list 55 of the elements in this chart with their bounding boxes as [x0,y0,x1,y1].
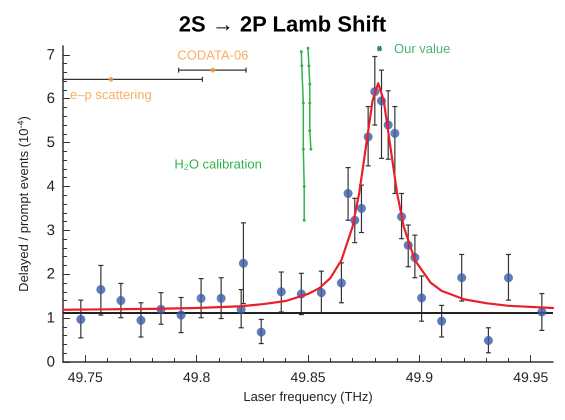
point [256,328,266,337]
point [108,76,114,82]
x-tick-label: 49.75 [68,369,103,385]
point [176,310,186,320]
point [210,68,216,73]
point [390,128,400,138]
y-tick-label: 2 [46,266,55,283]
y-tick-label: 6 [46,90,55,108]
point [76,314,86,324]
y-tick-label: 5 [46,134,55,152]
point [302,148,305,151]
series-label: CODATA-06 [177,48,248,63]
point [300,64,304,68]
point [238,258,248,268]
x-axis-title: Laser frequency (THz) [243,389,373,404]
y-tick-label: 3 [46,222,55,239]
point [302,218,306,222]
y-tick-label: 7 [46,46,55,64]
point [504,273,513,282]
chart-title: 2S → 2P Lamb Shift [178,12,387,36]
y-tick-label: 1 [46,310,55,327]
point [537,307,546,316]
point [437,316,446,326]
point [417,293,426,302]
y-axis-title: Delayed / prompt events (10-4) [16,116,31,292]
point [316,288,326,298]
point [309,148,312,151]
point [307,64,310,68]
point [216,294,226,303]
point [302,184,306,188]
point [276,287,286,296]
point [300,50,303,54]
point [306,46,310,50]
x-tick-label: 49.95 [513,369,548,385]
x-tick-label: 49.9 [406,369,434,385]
point [96,285,106,294]
point [457,273,466,282]
y-tick-label: 0 [46,354,55,370]
point [336,278,346,288]
point [308,82,312,86]
x-tick-label: 49.85 [290,369,326,385]
point [302,102,305,105]
x-tick-label: 49.8 [183,369,210,385]
point [308,129,312,132]
point [344,188,353,198]
point [116,296,126,306]
series-label: e–p scattering [70,86,152,102]
text: H₂O calibration [174,156,262,172]
point [136,316,146,325]
point [308,102,312,105]
point [484,336,493,345]
point [196,294,206,303]
y-tick-label: 4 [46,178,55,195]
series-label: Our value [394,41,450,56]
point [356,204,366,213]
